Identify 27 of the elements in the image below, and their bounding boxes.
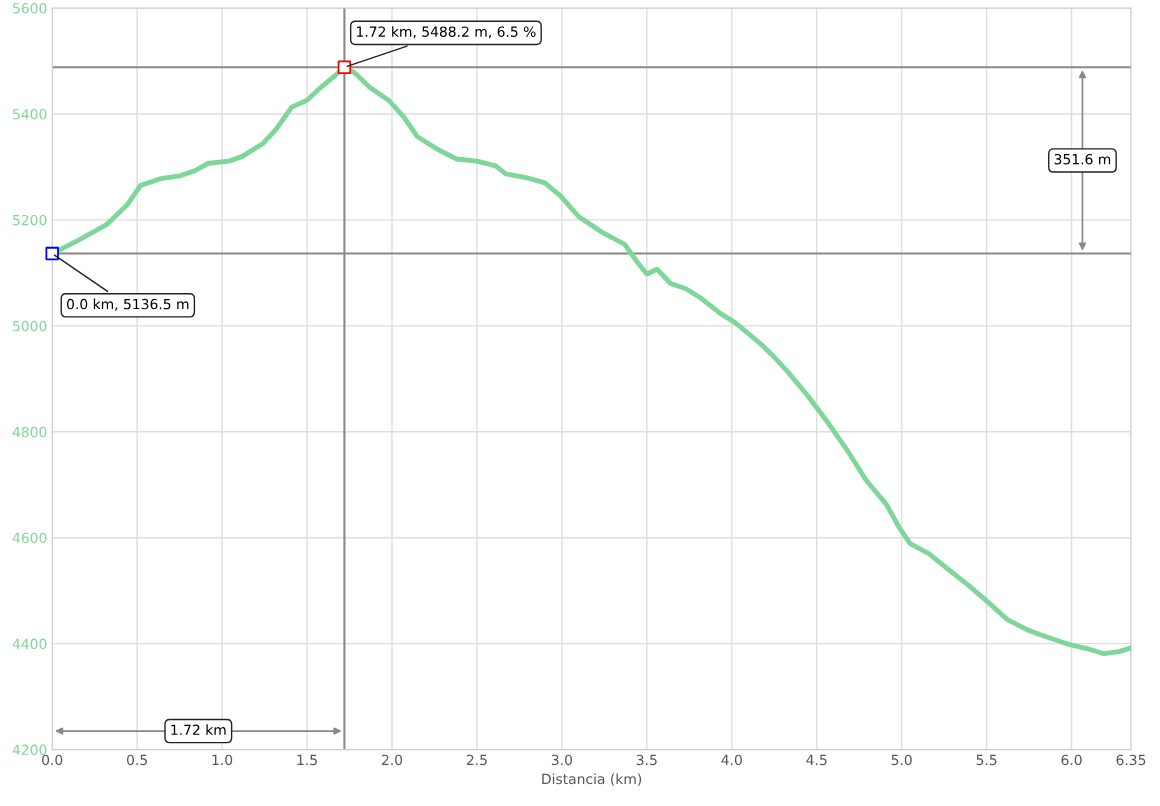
x-tick-label: 4.0 [721,754,742,766]
y-tick-label: 5600 [13,3,47,14]
x-tick-label: 5.0 [891,754,912,766]
x-tick-label: 1.5 [297,754,317,766]
y-tick-label: 5200 [13,214,47,226]
y-tick-label: 4800 [12,426,47,438]
x-tick-label: 6.35 [1116,754,1146,766]
y-tick-label: 4400 [12,638,47,650]
annotation: 0.0 km, 5136.5 m [67,298,189,311]
y-tick-label: 5400 [13,108,47,120]
x-tick-label: 1.0 [212,754,233,766]
y-tick-label: 4600 [12,532,47,544]
x-tick-label: 4.5 [806,754,827,766]
x-tick-label: 2.0 [381,754,403,766]
annotation: 1.72 km, 5488.2 m, 6.5 % [357,26,536,39]
y-tick-label: 4200 [12,744,47,756]
y-tick-label: 5000 [13,320,47,332]
x-tick-label: 5.5 [976,754,997,766]
x-tick-label: 0.0 [42,754,63,766]
annotation: 351.6 m [1054,153,1111,165]
x-axis-title: Distancia (km) [542,773,642,786]
x-tick-label: 0.5 [127,754,147,766]
annotation: 1.72 km [171,724,226,735]
x-tick-label: 3.0 [551,754,572,766]
x-tick-label: 2.5 [466,754,487,766]
x-tick-label: 6.0 [1061,754,1082,766]
x-tick-label: 3.5 [636,754,657,766]
